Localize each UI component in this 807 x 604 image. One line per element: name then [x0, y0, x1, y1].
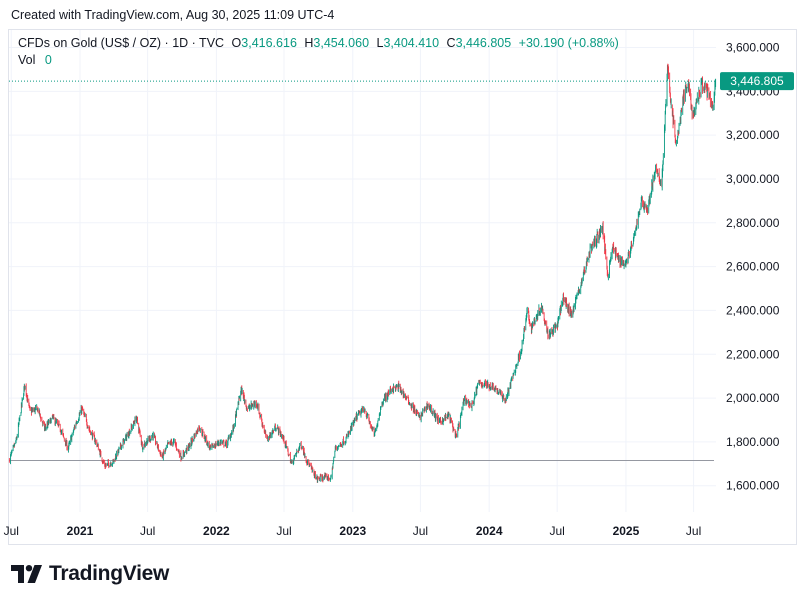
- symbol-info: CFDs on Gold (US$ / OZ) · 1D · TVC: [18, 36, 225, 50]
- high-label: H: [304, 36, 314, 50]
- x-tick-label: 2024: [476, 524, 503, 538]
- open-value: 3,416.616: [241, 36, 297, 50]
- y-tick-label: 3,600.000: [726, 41, 780, 55]
- volume-label: Vol: [18, 53, 36, 67]
- x-tick-label: 2021: [67, 524, 94, 538]
- x-tick-label: Jul: [550, 524, 565, 538]
- last-price-badge: [720, 72, 794, 91]
- y-tick-label: 2,200.000: [726, 347, 780, 361]
- symbol-legend: CFDs on Gold (US$ / OZ) · 1D · TVC O3,41…: [18, 36, 619, 50]
- tradingview-logo[interactable]: TradingView: [11, 562, 169, 586]
- low-value: 3,404.410: [383, 36, 440, 50]
- chart-frame: [8, 29, 797, 545]
- last-price-label: 3,446.805: [730, 74, 784, 88]
- y-tick-label: 3,000.000: [726, 172, 780, 186]
- x-tick-label: 2023: [339, 524, 366, 538]
- x-tick-label: 2025: [613, 524, 640, 538]
- x-tick-label: 2022: [203, 524, 230, 538]
- time-axis: Jul 2021 Jul 2022 Jul 2023 Jul 2024 Jul 2025 Jul: [4, 524, 702, 538]
- chart-grid: [9, 30, 716, 512]
- high-value: 3,454.060: [313, 36, 370, 50]
- tradingview-logo-text: TradingView: [49, 562, 170, 585]
- tradingview-logo-icon: [11, 565, 42, 583]
- change-value: +30.190 (+0.88%): [518, 36, 619, 50]
- candles-layer: [8, 63, 717, 483]
- open-label: O: [231, 36, 242, 50]
- volume-value: 0: [44, 53, 52, 67]
- last-price-layer: 3,446.805: [9, 72, 794, 91]
- volume-legend: Vol 0: [18, 53, 52, 67]
- x-tick-label: Jul: [276, 524, 291, 538]
- price-axis: 3,600.0003,400.0003,200.0003,000.0002,80…: [726, 41, 780, 493]
- x-tick-label: Jul: [413, 524, 428, 538]
- y-tick-label: 2,800.000: [726, 216, 780, 230]
- y-tick-label: 2,000.000: [726, 391, 780, 405]
- chart-caption: Created with TradingView.com, Aug 30, 20…: [11, 8, 335, 22]
- y-tick-label: 1,600.000: [726, 479, 780, 493]
- y-tick-label: 3,200.000: [726, 128, 780, 142]
- y-tick-label: 2,600.000: [726, 260, 780, 274]
- low-label: L: [376, 36, 384, 50]
- y-tick-label: 1,800.000: [726, 435, 780, 449]
- x-tick-label: Jul: [140, 524, 155, 538]
- x-tick-label: Jul: [4, 524, 19, 538]
- close-value: 3,446.805: [455, 36, 512, 50]
- x-tick-label: Jul: [686, 524, 701, 538]
- close-label: C: [446, 36, 456, 50]
- y-tick-label: 2,400.000: [726, 303, 780, 317]
